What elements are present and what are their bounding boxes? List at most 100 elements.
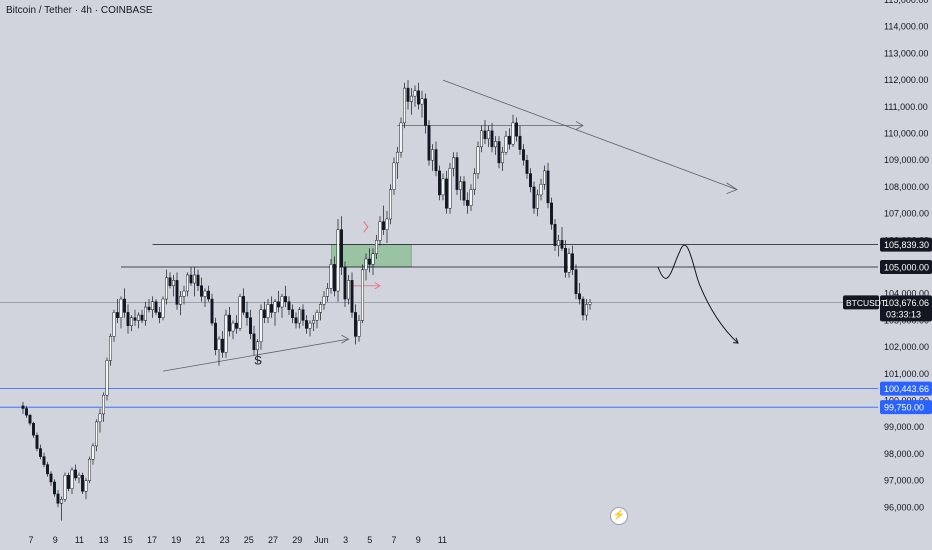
y-tick-label: 101,000.00: [884, 369, 929, 379]
y-tick-label: 113,000.00: [884, 48, 928, 58]
candle-body: [354, 312, 357, 337]
candle-body: [546, 170, 550, 204]
candle-body: [28, 414, 32, 424]
candle-body: [350, 280, 354, 313]
candle-body: [448, 167, 452, 209]
x-tick-label: 9: [416, 535, 421, 545]
candle-body: [74, 469, 77, 479]
candle-body: [469, 189, 473, 206]
candle-body: [224, 314, 228, 353]
candle-body: [452, 157, 455, 169]
candle-body: [235, 322, 238, 329]
candle-body: [63, 475, 67, 500]
last-price-box: [880, 295, 932, 322]
candle-body: [245, 312, 249, 318]
candle-body: [214, 322, 217, 351]
candle-body: [410, 95, 413, 102]
candle-body: [301, 309, 305, 321]
x-tick-label: 17: [147, 535, 157, 545]
x-tick-label: 7: [28, 535, 33, 545]
candle-body: [287, 301, 291, 310]
candle-body: [77, 475, 81, 479]
candle-body: [333, 264, 336, 292]
candle-body: [231, 322, 235, 332]
candle-body: [84, 480, 88, 492]
candle-body: [378, 221, 382, 241]
candle-body: [130, 317, 133, 326]
y-tick-label: 98,000.00: [884, 449, 924, 459]
candle-body: [581, 298, 585, 316]
candle-body: [413, 90, 417, 97]
candle-body: [259, 309, 263, 343]
candle-body: [70, 469, 74, 489]
ascending-trendline: [162, 338, 349, 372]
candle-body: [39, 448, 42, 457]
candle-body: [567, 253, 571, 273]
trendline-arrowhead: [726, 182, 738, 194]
candle-body: [357, 320, 361, 337]
candle-body: [417, 90, 420, 105]
candle-body: [305, 320, 308, 329]
x-tick-label: 27: [268, 535, 278, 545]
candle-body: [473, 173, 476, 190]
candle-body: [49, 473, 53, 483]
candle-body: [515, 122, 518, 137]
candle-body: [368, 258, 371, 265]
candle-body: [266, 304, 270, 318]
candle-body: [263, 309, 266, 318]
candle-body: [32, 422, 35, 436]
candle-body: [98, 413, 102, 423]
candle-body: [126, 312, 130, 326]
x-tick-label: 29: [292, 535, 302, 545]
price-label-box: [880, 260, 932, 275]
candle-body: [119, 298, 123, 318]
candle-body: [392, 162, 396, 190]
candle-body: [553, 224, 557, 246]
candle-body: [168, 277, 172, 286]
candle-body: [511, 122, 515, 145]
price-label-box: [880, 237, 932, 252]
candle-body: [53, 481, 56, 495]
candle-body: [508, 135, 511, 145]
candle-body: [557, 240, 560, 246]
candle-body: [308, 322, 312, 329]
red-zone-arrowhead: [363, 221, 369, 233]
candle-body: [256, 341, 259, 351]
candle-body: [427, 125, 431, 161]
symbol-label-text: BTCUSDT: [846, 298, 886, 308]
price-label-box: [880, 381, 932, 396]
candle-body: [291, 309, 294, 318]
candle-body: [550, 202, 553, 225]
candle-body: [462, 181, 466, 201]
candle-body: [522, 149, 525, 161]
candle-body: [434, 149, 438, 172]
candle-body: [539, 183, 543, 196]
symbol-label-box: [843, 295, 879, 310]
candle-body: [140, 314, 144, 321]
price-label-text: 100,443.66: [884, 384, 929, 394]
candle-body: [203, 290, 207, 297]
candle-body: [529, 173, 532, 188]
descending-trendline: [442, 79, 738, 190]
candle-body: [91, 445, 95, 460]
y-tick-label: 109,000.00: [884, 155, 929, 165]
flash-icon[interactable]: ⚡: [610, 507, 628, 525]
candle-body: [329, 264, 333, 289]
candle-body: [56, 493, 60, 504]
candle-body: [179, 296, 182, 305]
candle-body: [273, 301, 277, 313]
candle-body: [585, 304, 588, 316]
y-tick-label: 107,000.00: [884, 209, 929, 219]
candle-body: [210, 298, 214, 324]
candle-body: [238, 296, 242, 329]
candle-body: [42, 456, 46, 465]
candle-body: [207, 290, 210, 300]
price-label-box: [880, 400, 932, 415]
y-tick-label: 104,000.00: [884, 289, 929, 299]
horizontal-arrowhead: [575, 121, 584, 130]
candle-body: [182, 290, 186, 297]
candle-body: [497, 141, 501, 164]
